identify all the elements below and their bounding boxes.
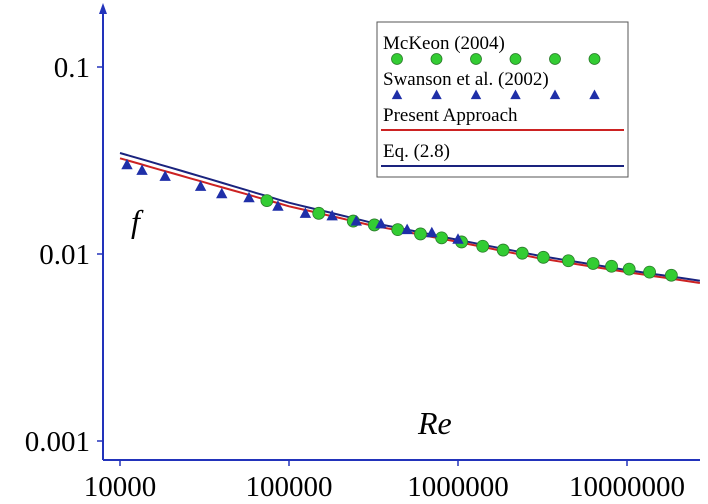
data-point-mckeon bbox=[476, 239, 490, 253]
data-point-mckeon bbox=[643, 265, 656, 279]
legend-marker-swanson bbox=[589, 89, 600, 100]
axes bbox=[99, 3, 700, 461]
data-point-swanson bbox=[426, 226, 438, 238]
x-tick-label: 10000 bbox=[84, 471, 157, 503]
data-point-swanson bbox=[194, 180, 207, 191]
legend-symbols-mckeon bbox=[391, 53, 601, 65]
x-tick-label: 1000000 bbox=[407, 471, 509, 503]
data-point-mckeon bbox=[391, 223, 405, 237]
data-point-swanson bbox=[216, 187, 228, 199]
legend-label-eq28: Eq. (2.8) bbox=[383, 141, 450, 162]
ticks: 10000 100000 1000000 10000000 0.001 0.01 0.1 bbox=[25, 52, 685, 503]
legend-label-mckeon: McKeon (2004) bbox=[383, 33, 505, 54]
legend-label-swanson: Swanson et al. (2002) bbox=[383, 69, 549, 90]
data-point-mckeon bbox=[664, 268, 678, 282]
x-tick-label: 100000 bbox=[246, 471, 333, 503]
data-point-swanson bbox=[299, 207, 312, 218]
x-axis-label: Re bbox=[417, 405, 452, 441]
legend-marker-swanson bbox=[510, 89, 521, 100]
legend-box bbox=[376, 21, 629, 178]
legend-marker-mckeon bbox=[391, 53, 403, 65]
data-point-swanson bbox=[272, 200, 284, 211]
data-point-swanson bbox=[375, 217, 387, 229]
legend-marker-swanson bbox=[549, 89, 561, 100]
data-point-mckeon bbox=[561, 254, 575, 268]
data-point-mckeon bbox=[536, 250, 550, 264]
data-point-swanson bbox=[136, 164, 148, 175]
legend-marker-swanson bbox=[431, 89, 442, 100]
data-point-mckeon bbox=[312, 206, 326, 220]
data-point-mckeon bbox=[515, 246, 529, 260]
data-point-mckeon bbox=[622, 262, 636, 276]
legend-marker-swanson bbox=[391, 89, 403, 100]
y-axis-label: f bbox=[131, 203, 144, 239]
legend-marker-mckeon bbox=[470, 53, 482, 65]
legend-label-present: Present Approach bbox=[383, 105, 518, 126]
legend: McKeon (2004) Swanson et al. (2002) Pres… bbox=[376, 21, 629, 178]
data-point-swanson bbox=[326, 209, 338, 221]
data-point-swanson bbox=[452, 233, 464, 244]
data-point-swanson bbox=[350, 215, 362, 226]
legend-marker-mckeon bbox=[430, 53, 443, 65]
data-point-mckeon bbox=[435, 231, 449, 245]
y-tick-label: 0.01 bbox=[39, 239, 90, 271]
legend-marker-swanson bbox=[470, 89, 482, 100]
data-point-swanson bbox=[401, 223, 413, 235]
data-point-mckeon bbox=[414, 227, 427, 241]
data-point-swanson bbox=[243, 191, 255, 203]
y-axis-arrow bbox=[99, 3, 107, 14]
data-point-swanson bbox=[121, 158, 133, 170]
data-point-mckeon bbox=[260, 194, 274, 208]
legend-marker-mckeon bbox=[509, 53, 522, 65]
legend-marker-mckeon bbox=[549, 53, 561, 65]
x-tick-label: 10000000 bbox=[569, 471, 685, 503]
legend-symbols-swanson bbox=[391, 89, 600, 100]
data-point-mckeon bbox=[496, 243, 510, 257]
data-point-mckeon bbox=[605, 259, 618, 273]
y-tick-label: 0.1 bbox=[54, 52, 90, 84]
data-point-mckeon bbox=[586, 257, 600, 270]
series-markers bbox=[121, 158, 678, 282]
legend-marker-mckeon bbox=[588, 53, 601, 65]
data-point-swanson bbox=[159, 170, 171, 181]
y-tick-label: 0.001 bbox=[25, 426, 90, 458]
